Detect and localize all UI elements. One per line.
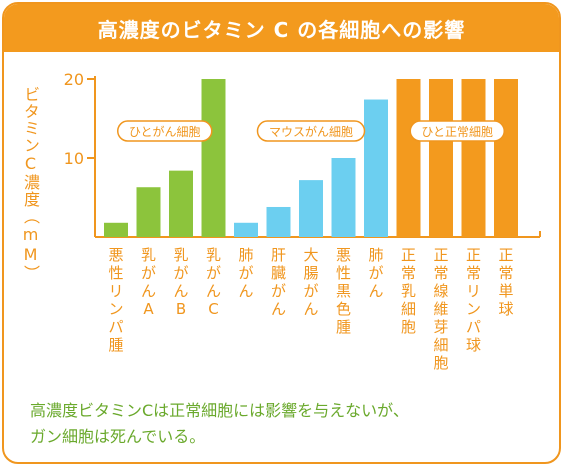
group-label: ひとがん細胞 [129, 124, 201, 139]
y-axis-label: ビタミンC濃度（mM） [21, 86, 40, 282]
bar-blue-3 [331, 158, 356, 237]
category-label: 肺がん [368, 246, 383, 300]
footnote: 高濃度ビタミンCは正常細胞には影響を与えないが、 ガン細胞は死んでいる。 [30, 398, 550, 450]
category-label: 肝臓がん [271, 246, 286, 318]
category-label: 悪性黒色腫 [336, 246, 351, 336]
category-label: 大腸がん [303, 246, 318, 318]
category-label: 正常乳細胞 [401, 246, 416, 336]
bar-orange-0 [396, 79, 421, 237]
group-label-pill [117, 120, 213, 142]
category-label: 乳がん A [141, 246, 156, 318]
bar-orange-2 [461, 79, 486, 237]
bar-green-0 [104, 222, 128, 237]
category-label: 正常単球 [498, 246, 513, 318]
footnote-line-2: ガン細胞は死んでいる。 [30, 427, 206, 446]
footnote-line-1: 高濃度ビタミンCは正常細胞には影響を与えないが、 [30, 401, 409, 420]
category-label: 悪性リンパ腫 [108, 246, 123, 354]
category-label: 肺がん [238, 246, 253, 300]
bar-blue-0 [234, 222, 258, 237]
group-label-pill [256, 120, 366, 142]
bar-green-1 [136, 187, 161, 237]
category-label: 乳がん C [206, 246, 221, 318]
bar-blue-2 [299, 180, 323, 237]
bar-blue-4 [364, 99, 388, 237]
group-label: マウスがん細胞 [269, 124, 353, 139]
category-label: 乳がん B [173, 246, 188, 318]
category-label: 正常リンパ球 [466, 246, 481, 354]
y-tick-label-20: 20 [64, 70, 84, 89]
group-label-pill [409, 120, 505, 142]
group-label: ひと正常細胞 [421, 125, 493, 139]
y-tick-label-10: 10 [64, 149, 84, 168]
bar-green-3 [201, 79, 226, 237]
chart-title: 高濃度のビタミン C の各細胞への影響 [4, 4, 559, 52]
bar-orange-3 [494, 79, 518, 237]
bar-green-2 [169, 170, 193, 237]
category-label: 正常線維芽細胞 [433, 246, 448, 372]
bar-blue-1 [266, 206, 291, 237]
bar-orange-1 [429, 79, 453, 237]
